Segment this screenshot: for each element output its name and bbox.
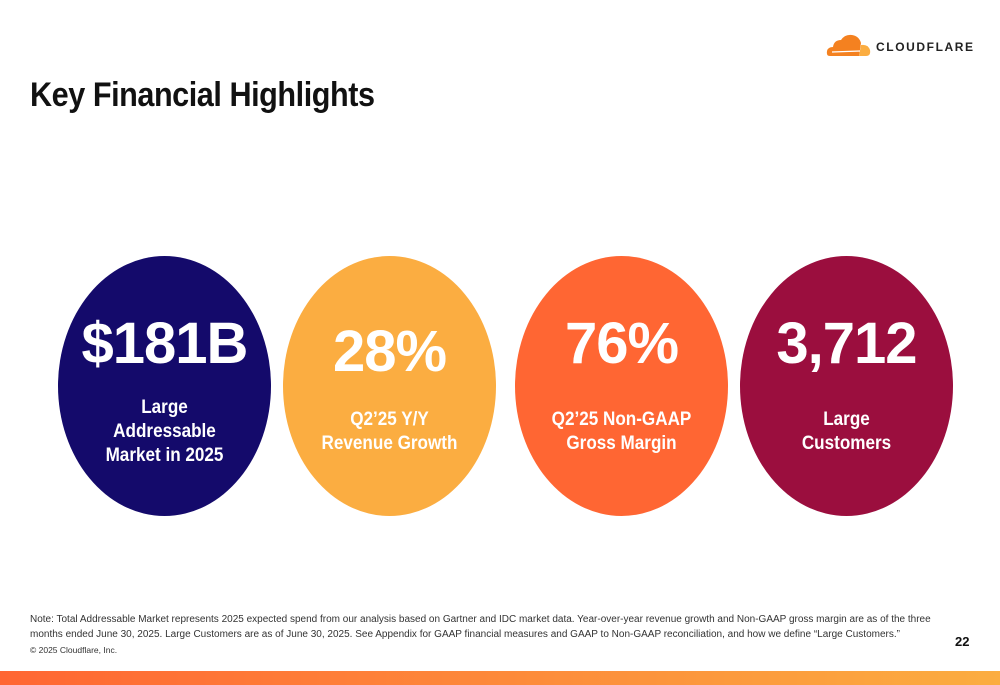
copyright: © 2025 Cloudflare, Inc. xyxy=(30,645,118,655)
logo-text: CLOUDFLARE xyxy=(876,40,975,54)
page-number: 22 xyxy=(955,634,970,649)
highlight-label: Large xyxy=(141,397,188,418)
cloud-icon xyxy=(826,34,871,56)
footnote: Note: Total Addressable Market represent… xyxy=(30,614,931,640)
cloudflare-logo: CLOUDFLARE xyxy=(826,30,975,58)
page-title: Key Financial Highlights xyxy=(30,76,375,114)
highlight-value: 76% xyxy=(564,311,679,376)
highlight-value: 3,712 xyxy=(776,311,917,376)
highlight-value: 28% xyxy=(332,319,447,384)
highlight-revenue-growth: 28% Q2’25 Y/Y Revenue Growth xyxy=(283,256,496,516)
highlight-label: Addressable xyxy=(113,421,216,442)
highlight-label: Revenue Growth xyxy=(321,433,458,454)
highlight-label: Q2’25 Y/Y xyxy=(350,409,429,430)
highlight-label: Large xyxy=(823,409,870,430)
highlight-label: Market in 2025 xyxy=(105,445,224,466)
highlight-label: Q2’25 Non-GAAP xyxy=(551,409,692,430)
highlight-gross-margin: 76% Q2’25 Non-GAAP Gross Margin xyxy=(515,256,728,516)
highlight-label: Customers xyxy=(801,433,892,454)
highlight-large-customers: 3,712 Large Customers xyxy=(740,256,953,516)
highlight-label: Gross Margin xyxy=(566,433,677,454)
highlight-value: $181B xyxy=(81,311,249,376)
highlight-tam: $181B Large Addressable Market in 2025 xyxy=(58,256,271,516)
footer-gradient-bar xyxy=(0,671,1000,685)
